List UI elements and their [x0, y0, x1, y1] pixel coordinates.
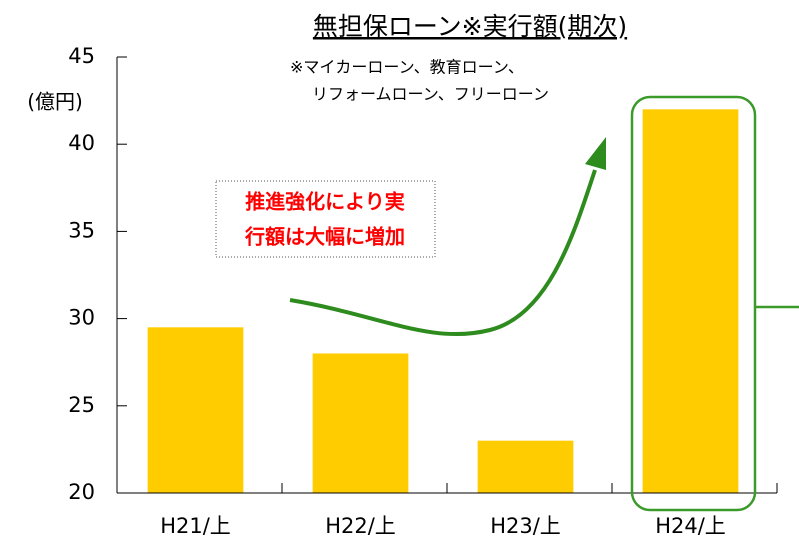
annotation: 行額は大幅に増加	[244, 225, 405, 249]
bar	[477, 440, 574, 493]
x-tick-label: H24/上	[655, 514, 726, 538]
x-tick-label: H22/上	[325, 514, 396, 538]
y-tick-label: 45	[68, 44, 95, 68]
bar	[312, 353, 409, 493]
subtitle: リフォームローン、フリーローン	[312, 85, 549, 104]
y-tick-label: 25	[68, 393, 95, 417]
x-tick-label: H23/上	[490, 514, 561, 538]
annotation-box	[215, 180, 436, 258]
bar	[642, 109, 739, 493]
annotation: 推進強化により実	[245, 190, 405, 214]
y-tick-label: 20	[68, 480, 95, 504]
highlight-box	[630, 95, 757, 512]
subtitle: ※マイカーローン、教育ローン、	[290, 58, 524, 77]
y-axis-label: (億円)	[27, 90, 83, 114]
x-tick-label: H21/上	[160, 514, 231, 538]
chart-title: 無担保ローン※実行額(期次)	[313, 12, 627, 41]
y-tick-label: 35	[68, 218, 95, 242]
y-tick-label: 40	[68, 131, 95, 155]
bar	[147, 327, 244, 493]
y-tick-label: 30	[68, 306, 95, 330]
trend-arrow	[289, 169, 597, 337]
arrow-head	[585, 137, 606, 170]
plot: 20 25 30 35 40 45 H21/上 H22/上 H23/上 H24/上	[68, 44, 778, 538]
